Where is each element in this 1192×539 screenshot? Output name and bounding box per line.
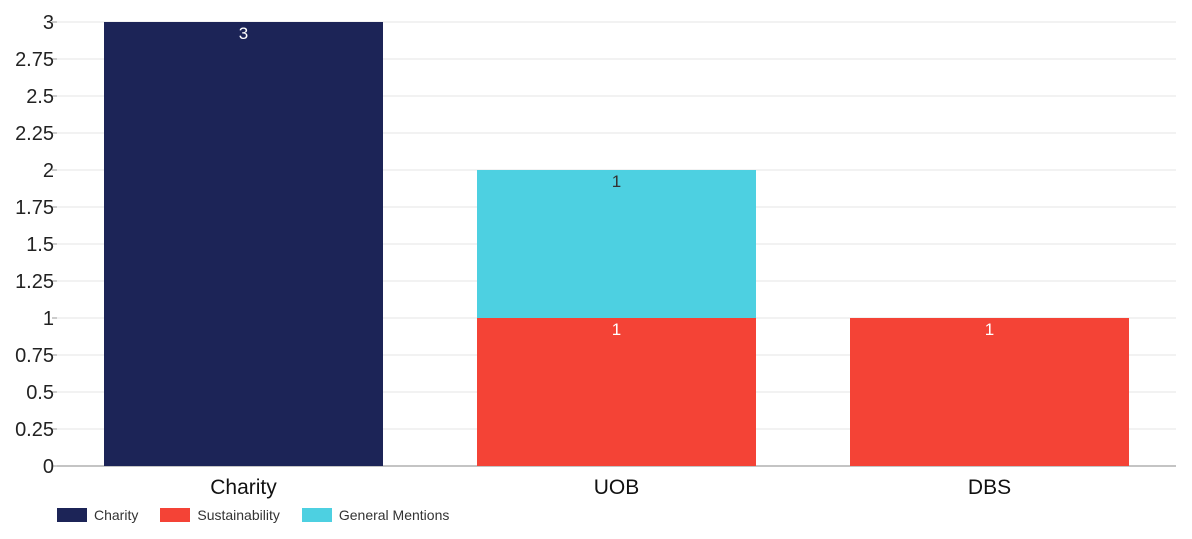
legend-swatch — [160, 508, 191, 522]
data-label: 1 — [612, 320, 621, 339]
y-tick-label: 1.25 — [15, 271, 54, 293]
y-tick-label: 0.25 — [15, 419, 54, 441]
data-label: 1 — [985, 320, 994, 339]
data-labels: 3 1 1 1 — [239, 24, 994, 339]
legend-item: Sustainability — [160, 507, 280, 523]
legend-swatch — [301, 508, 332, 522]
y-tick-label: 1.5 — [26, 234, 54, 256]
y-tick-label: 1 — [43, 308, 54, 330]
data-label: 3 — [239, 24, 248, 43]
bar-segment — [477, 170, 756, 318]
y-tick-label: 3 — [43, 12, 54, 34]
bar-segment — [477, 318, 756, 466]
legend-label: General Mentions — [338, 507, 450, 523]
x-tick-label: UOB — [594, 476, 640, 499]
bar-segment — [850, 318, 1129, 466]
y-tick-label: 2.75 — [15, 49, 54, 71]
stacked-bar-chart: 0 0.25 0.5 0.75 1 1.25 1.5 1.75 2 2.25 2.5 2.75 3 Cha… — [15, 12, 1176, 499]
legend-label: Charity — [94, 507, 139, 523]
y-tick-label: 2.25 — [15, 123, 54, 145]
legend-item: General Mentions — [301, 507, 450, 523]
y-tick-label: 0.75 — [15, 345, 54, 367]
y-axis-ticks: 0 0.25 0.5 0.75 1 1.25 1.5 1.75 2 2.25 2.5 2.75 3 — [15, 12, 57, 478]
x-tick-label: DBS — [968, 476, 1011, 499]
y-tick-label: 0.5 — [26, 382, 54, 404]
legend-item: Charity — [57, 507, 138, 523]
legend: Charity Sustainability General Mentions — [57, 507, 471, 523]
y-tick-label: 2.5 — [26, 86, 54, 108]
x-tick-label: Charity — [210, 476, 277, 499]
y-tick-label: 2 — [43, 160, 54, 182]
y-tick-label: 1.75 — [15, 197, 54, 219]
y-tick-label: 0 — [43, 456, 54, 478]
data-label: 1 — [612, 172, 621, 191]
legend-swatch — [57, 508, 87, 522]
legend-label: Sustainability — [197, 507, 280, 523]
bars — [104, 22, 1129, 466]
bar-segment — [104, 22, 383, 466]
